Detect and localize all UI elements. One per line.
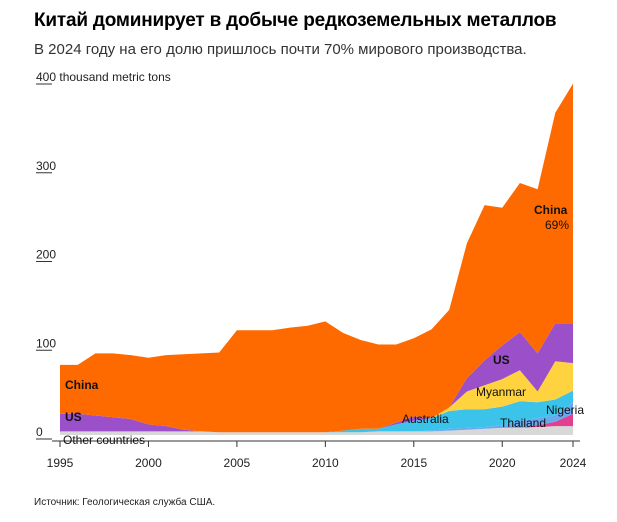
y-tick-label: 0 [36,425,43,439]
label-other-countries: Other countries [63,433,145,447]
area-layers [60,83,573,435]
x-tick-label: 2015 [400,456,427,470]
area-myanmar [60,361,573,433]
y-tick-label: 100 [36,336,56,350]
x-tick-label: 2010 [312,456,339,470]
x-tick-label: 2024 [560,456,587,470]
area-other-countries [60,426,573,435]
label-nigeria: Nigeria [546,403,584,417]
label-china-main: China [65,378,99,392]
y-tick-label: 400 thousand metric tons [36,70,171,84]
label-myanmar: Myanmar [476,385,526,399]
label-us-left: US [65,410,82,424]
area-australia [60,390,573,433]
y-tick-label: 300 [36,159,56,173]
y-tick-label: 200 [36,248,56,262]
label-china-right: China [534,203,568,217]
x-tick-label: 2000 [135,456,162,470]
x-tick-label: 2005 [224,456,251,470]
x-tick-label: 1995 [47,456,74,470]
source-note: Источник: Геологическая служба США. [34,497,216,508]
chart-title: Китай доминирует в добыче редкоземельных… [34,10,557,31]
chart-subtitle: В 2024 году на его долю пришлось почти 7… [34,41,527,58]
x-tick-label: 2020 [489,456,516,470]
x-axis: 1995 2000 2005 2010 2015 2020 2024 [47,441,587,470]
label-us-right: US [493,353,510,367]
area-us [60,323,573,433]
label-thailand: Thailand [500,416,546,430]
area-china [60,83,573,433]
label-australia: Australia [402,412,449,426]
y-axis: 0 100 200 300 400 thousand metric tons [36,70,171,440]
label-china-share: 69% [545,218,569,232]
